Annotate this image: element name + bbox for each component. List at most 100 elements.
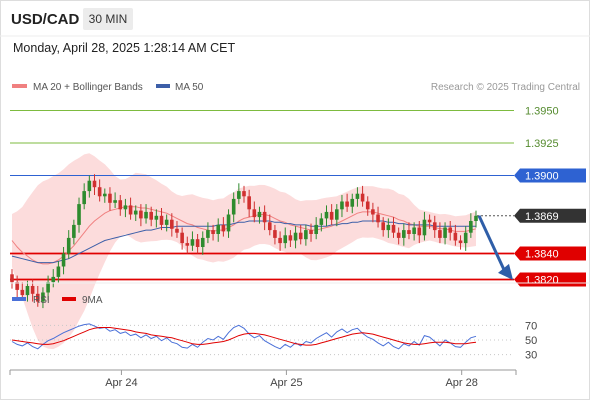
candle-body [432,222,437,231]
candle-body [407,230,411,234]
candle [402,223,406,246]
candle-body [350,198,355,207]
candle-body [412,227,416,234]
candle [15,275,19,298]
candle-body [458,240,463,244]
candle [438,222,442,244]
rsi-pane: 70 50 30 [10,320,537,362]
candle-body [273,230,277,238]
candle-body [170,219,174,229]
candle-body [30,286,35,294]
timeframe-badge[interactable] [83,8,133,30]
candle [463,226,468,251]
candle [211,224,215,241]
candle [360,185,365,207]
candle [237,183,241,205]
candle-body [365,201,370,210]
candle-body [133,210,138,215]
rsi-tick-label: 30 [525,350,537,362]
timeframe-label: 30 MIN [89,12,128,26]
candle [262,205,267,231]
candle [41,287,45,309]
candle-body [164,219,169,225]
price-tag-bg [514,168,586,183]
candle [139,204,143,227]
candle-body [206,230,210,238]
price-tag-4: 1.3840 [514,246,586,261]
candle-body [252,209,257,218]
candle [453,224,458,246]
candle [386,218,391,238]
candle-body [41,292,45,302]
candle-body [159,215,164,225]
bollinger-band [12,153,476,350]
x-axis: Apr 24 Apr 25 Apr 28 [9,370,517,389]
candle-body [144,211,148,219]
candle-body [376,214,380,223]
moving-averages [11,206,477,265]
candle [149,206,153,227]
candle-body [463,232,468,244]
candle [190,231,195,251]
candle-body [15,282,19,290]
candle-body [360,193,365,202]
candle-body [335,209,339,220]
candle [340,195,344,218]
candle-body [175,228,179,233]
credit-label: Research © 2025 Trading Central [431,82,580,93]
datetime-label: Monday, April 28, 2025 1:28:14 AM CET [13,41,235,55]
candle-body [66,237,71,254]
candle [242,185,246,203]
candle [118,195,123,216]
candle [164,214,169,232]
candle [10,269,14,289]
candle-body [139,210,143,219]
candle-body [231,198,236,215]
rsi-legend-swatch [12,297,26,301]
ma20-legend-label: MA 20 + Bollinger Bands [33,82,143,93]
candle [35,286,40,307]
candle-body [97,187,102,197]
candle-body [340,201,344,210]
candle [376,206,380,228]
candle-body [443,227,447,238]
ma20-line [11,206,477,265]
candle-body [417,227,422,236]
candle-body [324,211,329,219]
price-level-label: 1.3950 [525,106,559,118]
candle [350,193,355,214]
candle [231,192,236,223]
candle [304,224,308,246]
candle-body [309,230,313,234]
price-tag-5: 1.3820 [514,272,586,287]
candle-body [190,239,195,246]
candle-body [288,235,293,241]
candle [381,217,385,237]
ma50-line [11,220,476,264]
candle-body [221,224,226,232]
candle [144,204,148,224]
rsi-line [11,323,477,350]
candle [108,187,112,211]
candle [92,174,97,195]
candle-body [371,209,375,215]
candle [309,223,313,242]
x-tick-label: Apr 25 [270,377,302,389]
candle [288,230,293,247]
candle-body [448,227,453,233]
candle-body [319,218,324,225]
candle-body [422,219,427,236]
candle [355,187,360,207]
x-tick-label: Apr 28 [445,377,477,389]
candle [25,280,30,302]
candle [200,231,205,255]
rsi-ma-legend-swatch [62,297,76,301]
candle-body [314,224,318,234]
candle-body [128,205,133,215]
candle-body [329,211,334,220]
price-tag-3: 1.3869 [514,208,586,223]
candle [180,227,184,250]
candle-body [298,232,303,240]
candle [66,230,71,259]
candle [154,209,159,228]
